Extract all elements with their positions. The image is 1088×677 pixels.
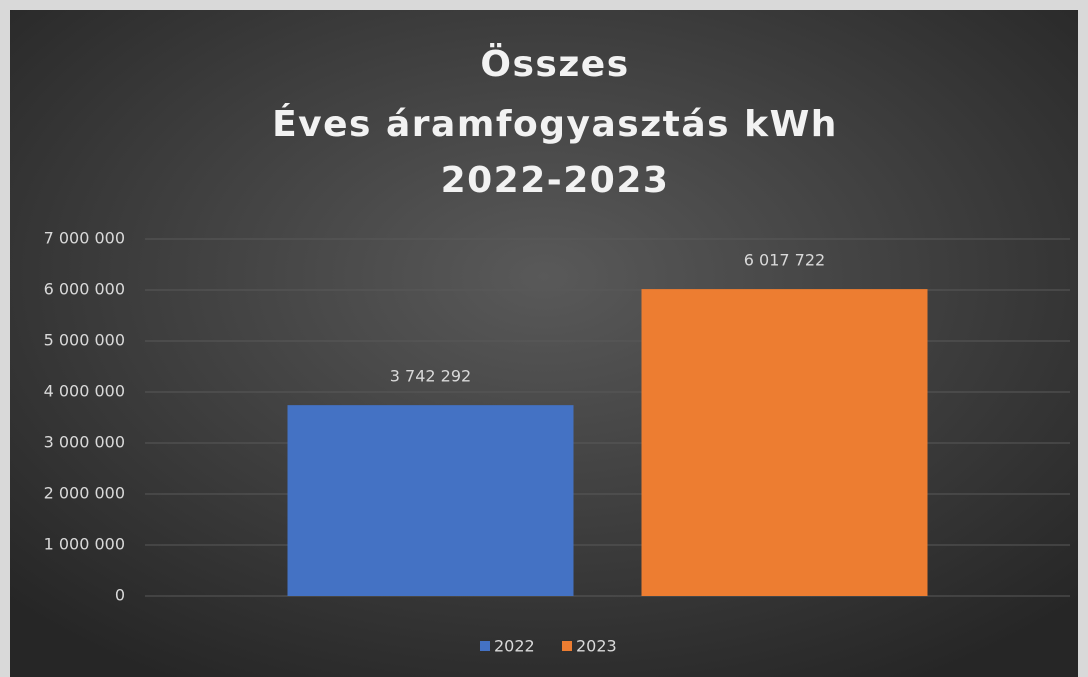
y-tick-label: 3 000 000 <box>44 433 125 452</box>
bar <box>641 289 928 596</box>
y-tick-label: 5 000 000 <box>44 331 125 350</box>
data-label: 3 742 292 <box>390 367 471 386</box>
y-tick-label: 7 000 000 <box>44 229 125 248</box>
chart-title: Összes <box>480 43 629 85</box>
legend-swatch <box>562 641 572 651</box>
legend-label: 2023 <box>576 637 617 656</box>
chart-title: Éves áramfogyasztás kWh <box>272 103 838 145</box>
y-tick-label: 1 000 000 <box>44 535 125 554</box>
bar <box>287 405 574 596</box>
y-tick-label: 6 000 000 <box>44 280 125 299</box>
legend-swatch <box>480 641 490 651</box>
y-tick-label: 4 000 000 <box>44 382 125 401</box>
legend-label: 2022 <box>494 637 535 656</box>
y-tick-label: 0 <box>115 586 125 605</box>
chart-title: 2022-2023 <box>441 160 670 201</box>
data-label: 6 017 722 <box>744 251 825 270</box>
y-tick-label: 2 000 000 <box>44 484 125 503</box>
